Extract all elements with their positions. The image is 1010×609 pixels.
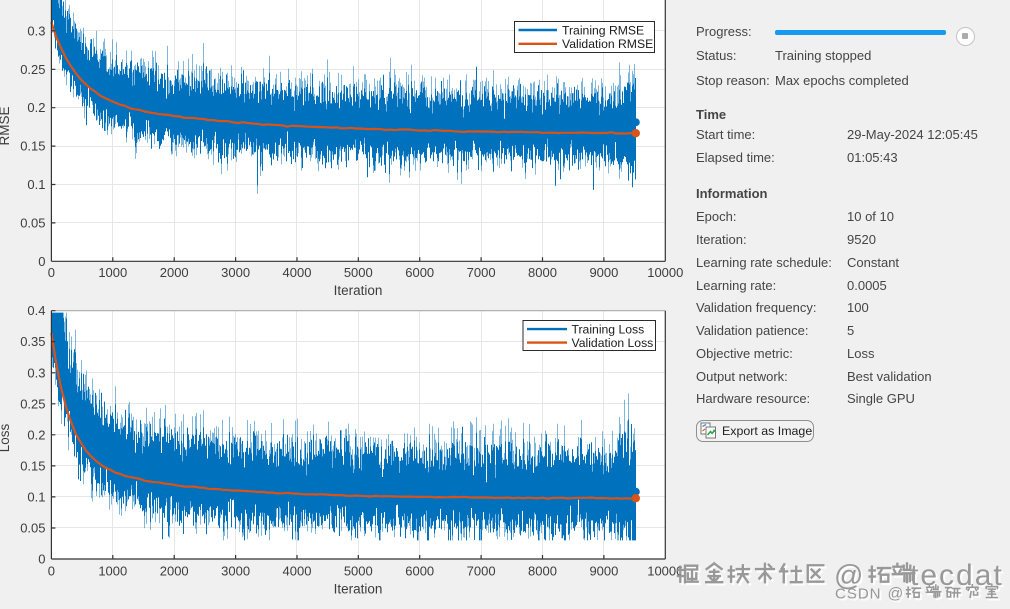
svg-text:9000: 9000 xyxy=(589,265,618,280)
svg-text:0.25: 0.25 xyxy=(20,396,45,411)
svg-text:8000: 8000 xyxy=(528,265,557,280)
svg-text:Iteration: Iteration xyxy=(334,283,383,298)
svg-text:3000: 3000 xyxy=(221,265,250,280)
svg-text:0: 0 xyxy=(48,265,55,280)
svg-text:1000: 1000 xyxy=(98,564,127,579)
svg-text:5000: 5000 xyxy=(344,564,373,579)
svg-text:@: @ xyxy=(834,560,863,592)
svg-text:6000: 6000 xyxy=(405,265,434,280)
svg-text:0.1: 0.1 xyxy=(27,177,45,192)
svg-text:@: @ xyxy=(890,588,906,605)
svg-text:1000: 1000 xyxy=(98,265,127,280)
svg-text:2000: 2000 xyxy=(160,564,189,579)
svg-text:10000: 10000 xyxy=(647,265,683,280)
svg-text:0.05: 0.05 xyxy=(20,521,45,536)
svg-text:Loss: Loss xyxy=(0,423,12,452)
svg-text:CSDN: CSDN xyxy=(837,588,884,605)
svg-text:7000: 7000 xyxy=(467,564,496,579)
svg-text:0: 0 xyxy=(48,564,55,579)
svg-text:tecdat: tecdat xyxy=(912,561,1006,594)
svg-text:Validation RMSE: Validation RMSE xyxy=(562,37,653,51)
svg-text:0.3: 0.3 xyxy=(27,23,45,38)
svg-text:Validation Loss: Validation Loss xyxy=(572,336,654,350)
svg-text:Training Loss: Training Loss xyxy=(572,322,645,336)
svg-text:0.15: 0.15 xyxy=(20,139,45,154)
svg-text:8000: 8000 xyxy=(528,564,557,579)
svg-text:0.15: 0.15 xyxy=(20,458,45,473)
svg-text:4000: 4000 xyxy=(283,564,312,579)
svg-text:0.05: 0.05 xyxy=(20,215,45,230)
svg-text:0.2: 0.2 xyxy=(27,100,45,115)
svg-text:5000: 5000 xyxy=(344,265,373,280)
svg-text:9000: 9000 xyxy=(589,564,618,579)
svg-text:10000: 10000 xyxy=(647,564,683,579)
svg-text:RMSE: RMSE xyxy=(0,106,12,145)
svg-text:0: 0 xyxy=(38,254,45,269)
svg-text:0.35: 0.35 xyxy=(20,334,45,349)
svg-text:Training RMSE: Training RMSE xyxy=(562,23,644,37)
svg-text:0.2: 0.2 xyxy=(27,427,45,442)
svg-text:tecdat: tecdat xyxy=(910,559,1004,592)
svg-text:4000: 4000 xyxy=(283,265,312,280)
svg-text:CSDN: CSDN xyxy=(835,585,882,602)
svg-text:6000: 6000 xyxy=(405,564,434,579)
svg-text:0.3: 0.3 xyxy=(27,365,45,380)
svg-text:Iteration: Iteration xyxy=(334,582,383,597)
svg-text:2000: 2000 xyxy=(160,265,189,280)
svg-text:@: @ xyxy=(836,562,865,594)
svg-text:@: @ xyxy=(888,585,904,602)
svg-text:0.4: 0.4 xyxy=(27,303,45,318)
svg-text:7000: 7000 xyxy=(467,265,496,280)
svg-text:0.25: 0.25 xyxy=(20,62,45,77)
svg-text:0: 0 xyxy=(38,552,45,567)
svg-text:3000: 3000 xyxy=(221,564,250,579)
svg-text:0.1: 0.1 xyxy=(27,489,45,504)
